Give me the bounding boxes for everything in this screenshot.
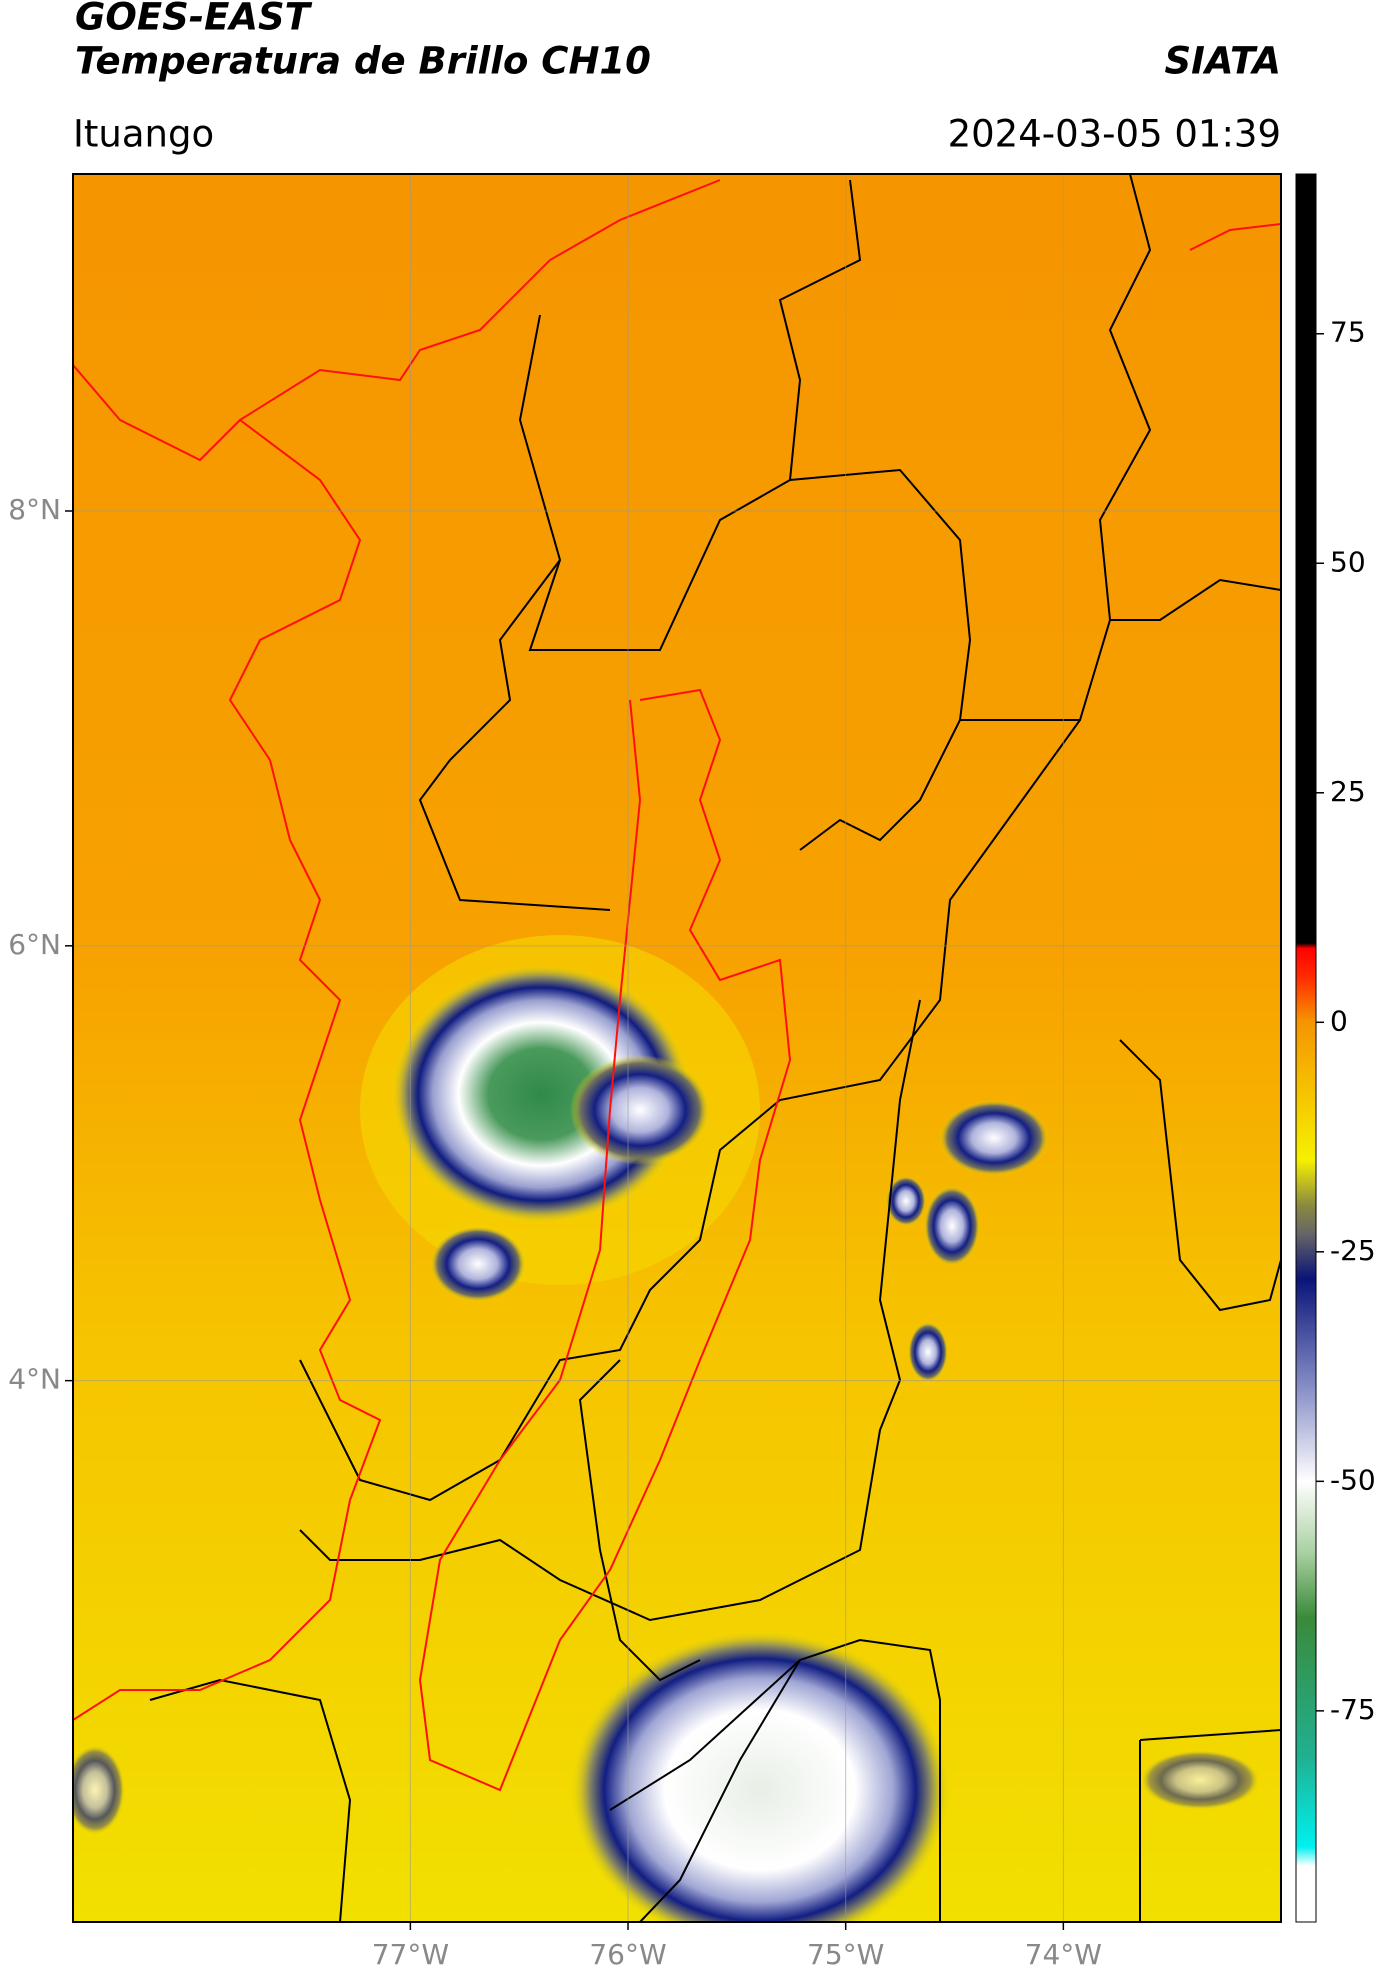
map-frame xyxy=(72,173,1282,1923)
colorbar-tick-label: -75 xyxy=(1330,1693,1376,1726)
cloud xyxy=(570,1630,950,1922)
colorbar-tick-label: 0 xyxy=(1330,1004,1348,1037)
location: Ituango xyxy=(73,113,214,156)
cloud xyxy=(886,1176,926,1226)
brand: SIATA xyxy=(1164,40,1281,83)
cloud xyxy=(908,1322,948,1382)
lon-tick-label: 75°W xyxy=(807,1938,884,1971)
coastline xyxy=(73,179,1281,1792)
lat-tick-label: 8°N xyxy=(8,493,61,526)
cloud xyxy=(430,1226,526,1302)
lon-tick-label: 76°W xyxy=(589,1938,666,1971)
title: Temperatura de Brillo CH10 xyxy=(75,40,651,83)
cloud xyxy=(570,1055,710,1165)
lon-tick-label: 74°W xyxy=(1025,1938,1102,1971)
map-field xyxy=(73,174,1281,1922)
lat-tick-label: 4°N xyxy=(8,1363,61,1396)
colorbar-tick-label: 75 xyxy=(1330,316,1366,349)
title: GOES-EAST xyxy=(75,0,313,39)
colorbar-tick-label: 25 xyxy=(1330,775,1366,808)
cloud xyxy=(939,1100,1049,1176)
lon-tick-label: 77°W xyxy=(372,1938,449,1971)
colorbar-tick-label: -25 xyxy=(1330,1234,1376,1267)
cloud xyxy=(73,1745,125,1835)
colorbar-tick-label: 50 xyxy=(1330,545,1366,578)
cloud xyxy=(1140,1750,1260,1810)
colorbar-tick-label: -50 xyxy=(1330,1463,1376,1496)
timestamp: 2024-03-05 01:39 xyxy=(948,113,1281,156)
cloud xyxy=(924,1186,980,1266)
borders xyxy=(149,174,1281,1922)
lat-tick-label: 6°N xyxy=(8,928,61,961)
graticule xyxy=(73,174,1281,1922)
colorbar xyxy=(1295,173,1317,1923)
